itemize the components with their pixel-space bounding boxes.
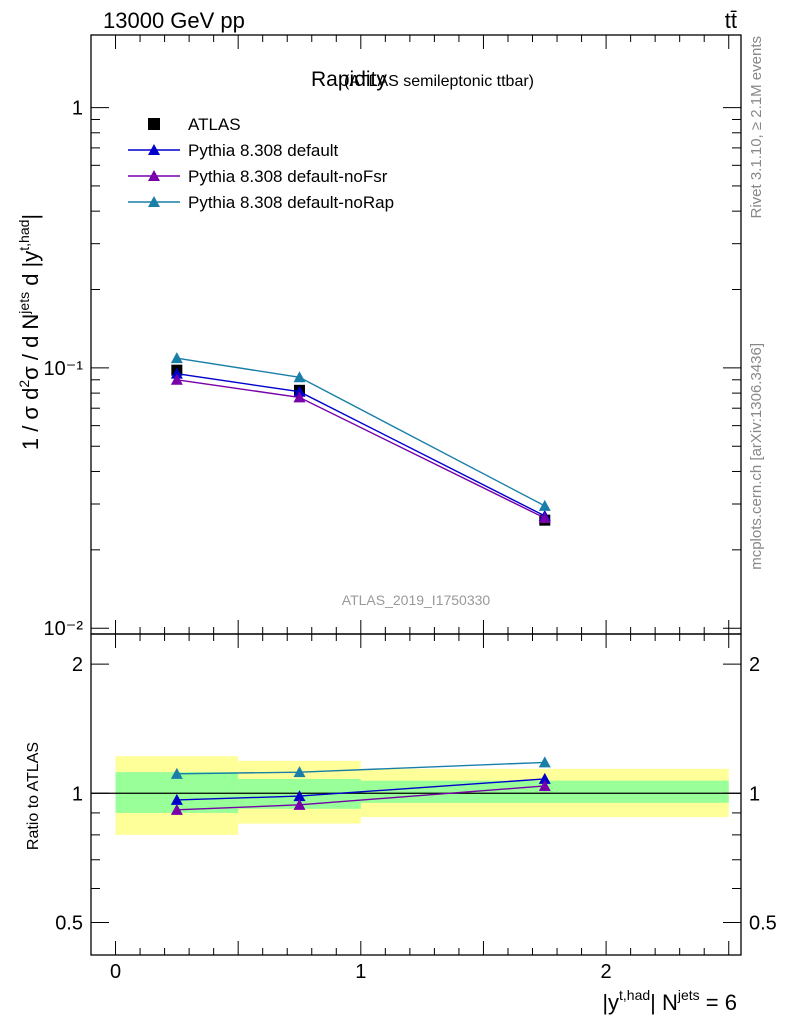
legend-label: ATLAS (188, 115, 241, 134)
legend-marker (148, 170, 160, 181)
ratio-data-point (538, 756, 551, 768)
ratio-data-point (293, 790, 306, 802)
ratio-data-point (538, 779, 551, 791)
pythia-data-point (538, 499, 551, 511)
ratio-data-point (293, 798, 306, 810)
series-line (176, 379, 546, 519)
ratio-panel: 0.5 0.5 1 1 2 2 0 1 2 (55, 633, 777, 983)
ratio-y-axis-label: Ratio to ATLAS (25, 742, 42, 850)
ratio-y-tick-label: 1 (72, 783, 83, 805)
main-y-tick-label: 10⁻¹ (44, 358, 84, 380)
series-line (176, 357, 546, 507)
analysis-id: ATLAS_2019_I1750330 (342, 592, 491, 608)
ratio-plot-frame (90, 633, 742, 956)
main-panel: 1 10⁻¹ 10⁻² ATLAS Pythia 8.308 default Pythia… (44, 34, 742, 640)
main-y-tick-label: 1 (72, 98, 83, 120)
pythia-data-point (293, 371, 306, 383)
rivet-label: Rivet 3.1.10, ≥ 2.1M events (748, 36, 765, 219)
ratio-y-tick-label-right: 1 (749, 783, 760, 805)
pythia-data-point (293, 391, 306, 403)
legend-label: Pythia 8.308 default (188, 141, 339, 160)
pythia-data-point (538, 512, 551, 524)
main-y-tick-label: 10⁻² (44, 618, 84, 640)
main-y-axis-label: 1 / σ d2σ / d Njets d |yt,had| (16, 214, 43, 450)
x-axis-label: |yt,had| Njets = 6 (602, 987, 737, 1015)
main-title: Rapidity (311, 68, 387, 91)
pythia-data-point (170, 373, 183, 385)
ratio-data-point (170, 767, 183, 779)
legend-label: Pythia 8.308 default-noFsr (188, 167, 388, 186)
ratio-data-point (170, 803, 183, 815)
svg-text:1 / σ d2σ / d Njets d |yt,had|: 1 / σ d2σ / d Njets d |yt,had| (16, 214, 43, 450)
pythia-data-point (293, 385, 306, 397)
process-label: tt̄ (725, 8, 737, 33)
ratio-y-tick-label-right: 0.5 (749, 912, 777, 934)
ratio-data-point (293, 766, 306, 778)
ratio-y-tick-label: 0.5 (55, 912, 83, 934)
energy-label: 13000 GeV pp (103, 8, 245, 33)
svg-text:|yt,had| Njets = 6: |yt,had| Njets = 6 (602, 987, 737, 1015)
legend-label: Pythia 8.308 default-noRap (188, 193, 394, 212)
ratio-data-point (170, 793, 183, 805)
main-subtitle: (ATLAS semileptonic ttbar) (344, 73, 534, 90)
ratio-y-tick-label-right: 2 (749, 654, 760, 676)
legend-marker (148, 144, 160, 155)
x-tick-label: 2 (601, 961, 612, 983)
ratio-y-tick-label: 2 (72, 654, 83, 676)
x-tick-label: 0 (110, 961, 121, 983)
uncertainty-band-inner (360, 780, 729, 803)
legend-marker (148, 196, 160, 207)
series-line (176, 372, 546, 517)
ratio-y-label-text: Ratio to ATLAS (25, 742, 42, 850)
ratio-data-point (538, 772, 551, 784)
x-tick-label: 1 (355, 961, 366, 983)
mcplots-label: mcplots.cern.ch [arXiv:1306.3436] (748, 343, 765, 570)
pythia-data-point (170, 352, 183, 364)
legend-marker (148, 118, 160, 130)
pythia-data-point (170, 367, 183, 379)
